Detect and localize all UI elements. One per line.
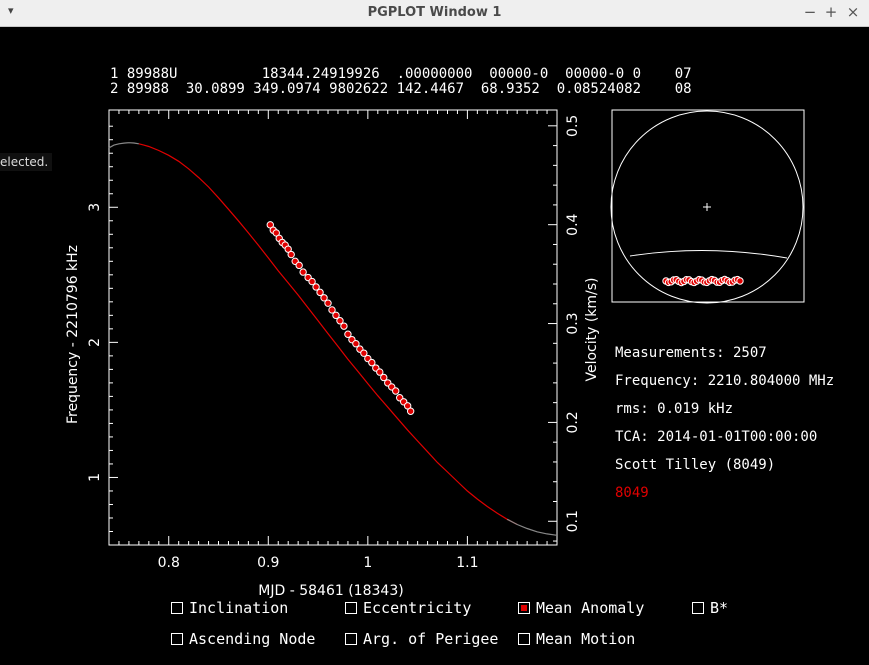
checkbox-box[interactable] xyxy=(345,633,357,645)
checkbox-label: Eccentricity xyxy=(363,599,472,617)
site-id: 8049 xyxy=(615,485,649,501)
checkbox-arg-of-perigee[interactable]: Arg. of Perigee xyxy=(345,630,498,648)
tle-line-2: 2 89988 30.0899 349.0974 9802622 142.446… xyxy=(110,81,692,97)
rms-value: rms: 0.019 kHz xyxy=(615,401,734,417)
checkbox-box[interactable] xyxy=(171,602,183,614)
checkbox-inclination[interactable]: Inclination xyxy=(171,599,288,617)
checkbox-mean-anomaly[interactable]: Mean Anomaly xyxy=(518,599,644,617)
checkbox-box[interactable] xyxy=(518,602,530,614)
checkbox-mean-motion[interactable]: Mean Motion xyxy=(518,630,635,648)
window-menu-icon[interactable]: ▾ xyxy=(8,4,14,17)
checkbox-box[interactable] xyxy=(692,602,704,614)
checkbox-box[interactable] xyxy=(518,633,530,645)
checkbox-label: Inclination xyxy=(189,599,289,617)
measurements-count: Measurements: 2507 xyxy=(615,345,767,361)
background-window-text: elected. xyxy=(0,153,53,171)
checkbox-box[interactable] xyxy=(171,633,183,645)
maximize-icon[interactable]: + xyxy=(824,3,838,21)
minimize-icon[interactable]: − xyxy=(803,3,817,21)
checkbox-label: Arg. of Perigee xyxy=(363,630,499,648)
checkbox-label: Ascending Node xyxy=(189,630,316,648)
checkbox-bstar[interactable]: B* xyxy=(692,599,728,617)
checkbox-eccentricity[interactable]: Eccentricity xyxy=(345,599,471,617)
checkbox-ascending-node[interactable]: Ascending Node xyxy=(171,630,315,648)
frequency-value: Frequency: 2210.804000 MHz xyxy=(615,373,835,389)
window-title: PGPLOT Window 1 xyxy=(367,5,502,20)
checkbox-label: Mean Anomaly xyxy=(536,599,645,617)
checkbox-box[interactable] xyxy=(345,602,357,614)
checkbox-label: B* xyxy=(710,599,729,617)
observer-name: Scott Tilley (8049) xyxy=(615,457,776,473)
close-icon[interactable]: × xyxy=(846,3,860,21)
tle-line-1: 1 89988U 18344.24919926 .00000000 00000-… xyxy=(110,66,692,82)
checkbox-label: Mean Motion xyxy=(536,630,636,648)
title-bar: ▾ PGPLOT Window 1 − + × xyxy=(0,0,869,27)
tca-value: TCA: 2014-01-01T00:00:00 xyxy=(615,429,818,445)
